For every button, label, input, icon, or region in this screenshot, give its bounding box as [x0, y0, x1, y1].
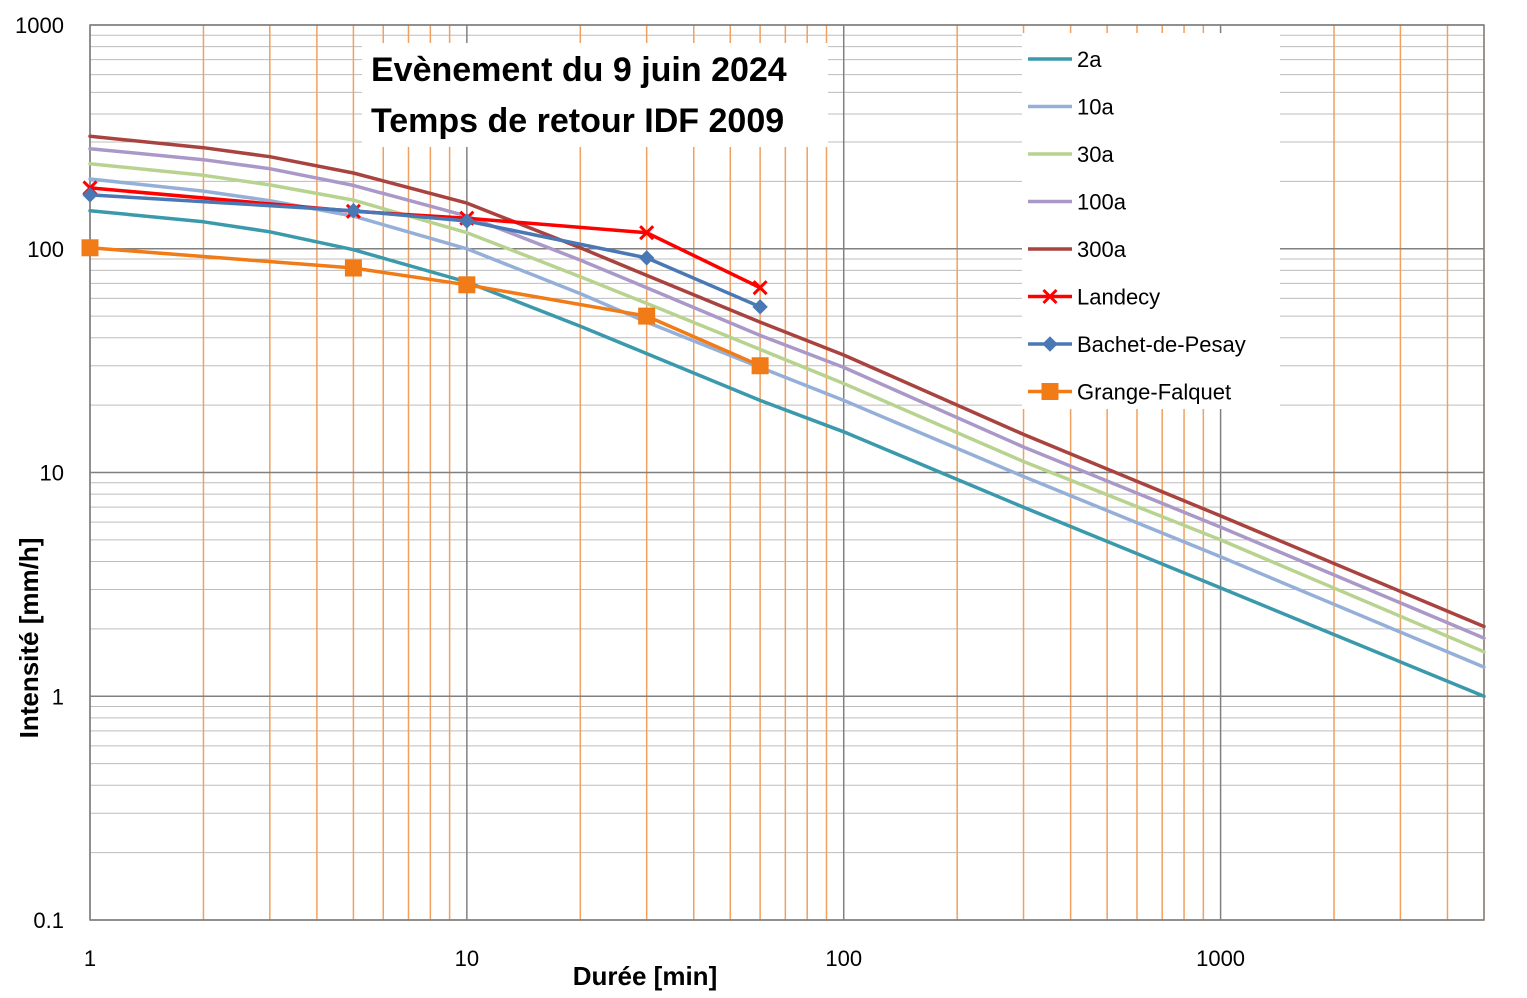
- plot-area-border: [89, 24, 1485, 921]
- y-tick-label: 0.1: [33, 908, 64, 933]
- series-layer: [81, 134, 1486, 699]
- data-point: [344, 259, 362, 277]
- series-line: [88, 146, 1486, 640]
- y-axis-title: Intensité [mm/h]: [14, 538, 44, 739]
- series-bachet-de-pesay: [82, 187, 768, 315]
- series-line: [88, 177, 1486, 669]
- y-tick-label: 10: [40, 461, 64, 486]
- y-tick-label: 100: [27, 237, 64, 262]
- legend-label: Bachet-de-Pesay: [1077, 332, 1246, 357]
- x-axis-title: Durée [min]: [573, 961, 717, 991]
- y-tick-label: 1: [52, 684, 64, 709]
- series-line: [88, 161, 1486, 654]
- legend-item: Landecy: [1028, 285, 1160, 310]
- legend-item: 300a: [1028, 237, 1127, 262]
- data-point: [638, 307, 656, 325]
- legend-item: 100a: [1028, 190, 1127, 215]
- legend-item: 10a: [1028, 95, 1114, 120]
- data-point: [81, 239, 99, 257]
- series-10a: [88, 177, 1486, 669]
- legend-label: Landecy: [1077, 285, 1160, 310]
- data-point: [345, 202, 362, 219]
- y-tick-label: 1000: [15, 13, 64, 38]
- data-point: [752, 299, 768, 315]
- series-2a: [88, 208, 1486, 699]
- chart-title-background: [362, 43, 828, 147]
- legend-label: Grange-Falquet: [1077, 380, 1231, 405]
- data-point: [458, 276, 476, 294]
- series-100a: [88, 146, 1486, 640]
- legend-item: Bachet-de-Pesay: [1028, 332, 1246, 357]
- legend-background: [1022, 33, 1280, 409]
- series-300a: [88, 134, 1486, 629]
- series-grange-falquet: [81, 239, 769, 375]
- legend-label: 30a: [1077, 142, 1114, 167]
- chart-title-box: Evènement du 9 juin 2024 Temps de retour…: [362, 43, 828, 147]
- x-tick-label: 100: [825, 946, 862, 971]
- series-line: [88, 208, 1486, 699]
- data-point: [82, 187, 98, 203]
- legend-marker: [1042, 336, 1058, 352]
- legend-label: 10a: [1077, 95, 1114, 120]
- legend-marker: [1041, 383, 1059, 400]
- x-tick-label: 10: [455, 946, 479, 971]
- data-point: [639, 225, 655, 241]
- legend-item: 30a: [1028, 142, 1114, 167]
- chart-title-line-1: Evènement du 9 juin 2024: [371, 51, 787, 89]
- data-point: [751, 357, 769, 375]
- legend-marker: [1042, 288, 1058, 305]
- legend-label: 2a: [1077, 47, 1102, 72]
- chart-title-line-2: Temps de retour IDF 2009: [371, 102, 784, 140]
- legend-item: Grange-Falquet: [1028, 380, 1231, 405]
- legend-item: 2a: [1028, 47, 1102, 72]
- data-point: [638, 250, 655, 266]
- legend: 2a 10a 30a 100a 300a Landecy Bachet-de-Pesay Gr…: [1022, 33, 1280, 409]
- x-tick-label: 1: [84, 946, 96, 971]
- series-line: [88, 134, 1486, 629]
- x-tick-label: 1000: [1196, 946, 1245, 971]
- tick-labels: 1000 100 10 1 0.1 1 10 100 1000: [15, 13, 1245, 971]
- data-point: [752, 280, 768, 296]
- data-point: [459, 213, 475, 229]
- series-30a: [88, 161, 1486, 654]
- legend-label: 300a: [1077, 237, 1127, 262]
- legend-label: 100a: [1077, 190, 1127, 215]
